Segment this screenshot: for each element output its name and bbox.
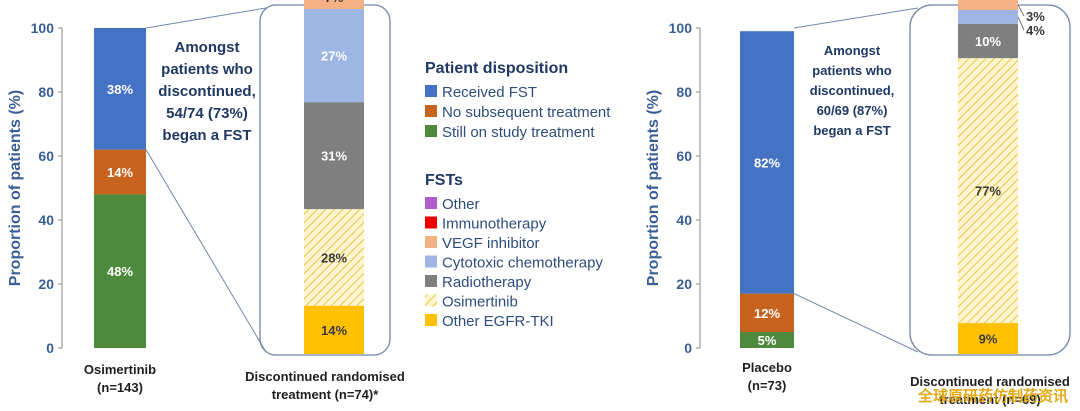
y-tick-label: 80 [38,84,54,100]
bar-segment-no-subsequent-treatment [740,293,794,332]
legend-label: Other EGFR-TKI [442,313,554,330]
x-category-label: Placebo [742,360,792,375]
legend-swatch-cytotoxic-chemotherapy [425,255,437,268]
x-category-label: (n=143) [97,380,143,395]
x-category-label: Discontinued randomised [245,369,405,384]
legend-label: Cytotoxic chemotherapy [442,255,603,272]
x-category-label: Osimertinib [84,362,156,377]
legend-swatch-immunotherapy [425,216,437,229]
bar-segment-cytotoxic-chemotherapy [958,10,1018,24]
legend-swatch-radiotherapy [425,275,437,287]
y-tick-label: 80 [676,84,692,100]
bar-segment-radiotherapy [304,102,364,210]
legend-swatch-osimertinib [425,294,437,307]
bar-data-label: 14% [321,323,347,338]
watermark-text: 全球原研药仿制药资讯 [917,387,1068,405]
bar-segment-received-fst [740,31,794,294]
annotation-text: Amongst [824,43,881,58]
leader-line [1017,4,1025,17]
bar-segment-vegf-inhibitor [958,0,1018,10]
bar-segment-other-egfr-tki [958,323,1018,354]
y-tick-label: 20 [38,276,54,292]
y-axis-title: Proportion of patients (%) [645,90,662,286]
bar-data-label: 9% [979,332,998,347]
bar-data-label: 82% [754,155,780,170]
y-tick-label: 60 [676,148,692,164]
annotation-text: discontinued, [158,83,256,100]
legend-label: Still on study treatment [442,124,595,141]
annotation-text: discontinued, [810,83,895,98]
y-tick-label: 60 [38,148,54,164]
bar-data-label: 38% [107,82,133,97]
bar-segment-radiotherapy [958,23,1018,59]
legend-label: No subsequent treatment [442,104,611,121]
legend-swatch-no-subsequent-treatment [425,105,437,117]
bar-data-label: 14% [107,165,133,180]
annotation-text: patients who [812,63,892,78]
x-category-label: (n=73) [748,378,787,393]
bar-segment-still-on-study-treatment [740,332,794,348]
leader-line [1017,16,1025,31]
bar-segment-no-subsequent-treatment [94,149,146,195]
legend-title-patient-disposition: Patient disposition [425,60,568,77]
legend-label: VEGF inhibitor [442,235,540,252]
connector-line [145,149,267,353]
legend-swatch-other-egfr-tki [425,314,437,326]
legend-label: Other [442,196,480,213]
bar-segment-osimertinib [958,58,1018,324]
connector-line [145,7,267,29]
legend-label: Osimertinib [442,294,518,311]
y-tick-label: 40 [38,212,54,228]
bar-data-label: 77% [975,184,1001,199]
annotation-text: Amongst [175,39,240,56]
legend-swatch-vegf-inhibitor [425,236,437,248]
connector-line [793,7,919,29]
legend-label: Received FST [442,84,537,101]
bar-data-label: 28% [321,250,347,265]
bar-data-label: 31% [321,149,347,164]
bar-data-label: 5% [758,333,777,348]
annotation-text: 60/69 (87%) [817,103,888,118]
bar-segment-received-fst [94,28,146,150]
bar-data-label: 7% [325,0,344,5]
legend-label: Immunotherapy [442,216,547,233]
x-category-label: Discontinued randomised [910,374,1070,389]
bar-segment-cytotoxic-chemotherapy [304,9,364,103]
bar-data-label: 48% [107,264,133,279]
annotation-text: began a FST [813,123,890,138]
connector-line [793,293,919,353]
y-tick-label: 100 [669,20,693,36]
legend-swatch-received-fst [425,85,437,97]
legend-swatch-still-on-study-treatment [425,125,437,137]
bar-segment-still-on-study-treatment [94,194,146,348]
y-tick-label: 0 [684,340,692,356]
annotation-text: 54/74 (73%) [166,105,248,122]
annotation-text: began a FST [162,127,251,144]
legend-label: Radiotherapy [442,274,532,291]
annotation-text: patients who [161,61,253,78]
bar-segment-osimertinib [304,209,364,306]
x-category-label: treatment (n=74)* [272,387,379,402]
bar-data-label: 10% [975,34,1001,49]
bar-segment-other-egfr-tki [304,305,364,354]
y-tick-label: 0 [46,340,54,356]
bar-data-label: 12% [754,306,780,321]
bar-data-label: 27% [321,49,347,64]
bar-data-label: 4% [1026,23,1045,38]
y-axis-title: Proportion of patients (%) [7,90,24,286]
y-tick-label: 20 [676,276,692,292]
y-tick-label: 40 [676,212,692,228]
legend-swatch-other [425,197,437,209]
legend-title-fsts: FSTs [425,172,463,189]
x-category-label: treatment (n=69) [939,392,1041,407]
bar-data-label: 3% [1026,9,1045,24]
y-tick-label: 100 [31,20,55,36]
bar-segment-vegf-inhibitor [304,0,364,9]
